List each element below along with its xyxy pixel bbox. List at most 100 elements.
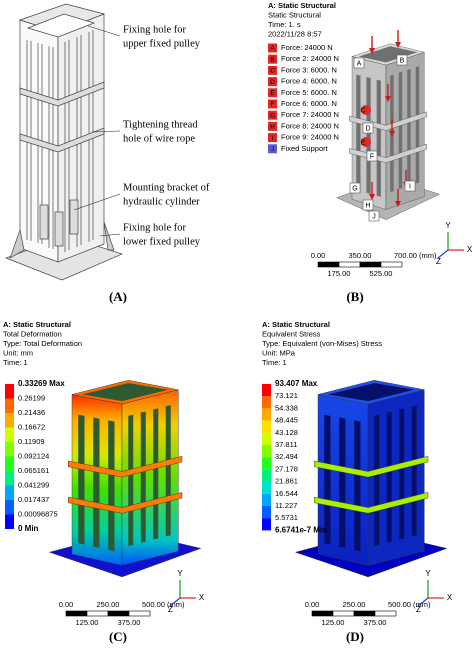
- scale-label: 125.00: [322, 618, 345, 627]
- legend-swatch: [268, 77, 277, 87]
- scale-label: 175.00: [328, 269, 351, 278]
- leader-lines: [73, 25, 121, 237]
- caption: (C): [109, 629, 127, 644]
- header-line: Time: 1: [262, 358, 287, 367]
- cross-bar: [19, 81, 105, 107]
- slot: [415, 66, 420, 184]
- legend-swatch: [268, 110, 277, 120]
- leader-line: [87, 25, 121, 37]
- callout-box: [396, 54, 408, 66]
- legend-label: 0.33269 Max: [18, 379, 65, 388]
- cross-bar: [68, 455, 183, 478]
- legend-label: 5.5731: [275, 513, 298, 522]
- legend-band: [262, 396, 271, 409]
- legend-band: [262, 420, 271, 433]
- header-line: Total Deformation: [3, 329, 62, 338]
- header-line: Unit: MPa: [262, 348, 296, 357]
- legend-label: 0.11909: [18, 437, 45, 446]
- legend-label: 6.6741e-7 Min: [275, 526, 327, 535]
- gusset: [9, 228, 25, 259]
- annotation: Mounting bracket of: [123, 182, 210, 193]
- callout-key: H: [365, 202, 370, 209]
- bracket: [39, 204, 49, 240]
- force-marker: [361, 137, 371, 147]
- axis-arrow: [417, 597, 429, 607]
- axis-label: Y: [425, 569, 431, 578]
- header-line: Type: Total Deformation: [3, 339, 82, 348]
- scale-segment: [311, 610, 334, 617]
- legend-swatch: [268, 54, 277, 64]
- scale-label: 525.00: [370, 269, 393, 278]
- legend-key: A: [270, 45, 275, 52]
- legend-band: [5, 514, 14, 529]
- legend-band: [262, 518, 271, 531]
- scale-label: 0.00: [59, 600, 74, 609]
- callout-box: [362, 122, 374, 134]
- callout-key: F: [370, 153, 374, 160]
- legend-label: 0 Min: [18, 524, 39, 533]
- legend-band: [262, 408, 271, 421]
- legend-key: F: [271, 101, 275, 108]
- arrow-head: [369, 48, 375, 54]
- legend-label: 0.041299: [18, 480, 49, 489]
- callout-key: G: [352, 185, 357, 192]
- legend-label: 0.017437: [18, 495, 49, 504]
- header-line: Time: 1: [3, 358, 28, 367]
- arrow-head: [369, 194, 375, 200]
- scale-label: 0.00: [305, 600, 320, 609]
- slot: [407, 68, 411, 187]
- legend-label: 73.121: [275, 391, 298, 400]
- legend-band: [5, 398, 14, 413]
- bracket: [69, 199, 79, 235]
- arrow-head: [385, 96, 391, 102]
- legend-label: 0.21436: [18, 408, 45, 417]
- scale-label: 500.00 (mm): [142, 600, 185, 609]
- legend-label: 0.092124: [18, 451, 49, 460]
- fe-model: [294, 380, 448, 578]
- legend-band: [5, 384, 14, 399]
- legend-swatch: [268, 88, 277, 98]
- legend-label: Force 9: 24000 N: [281, 133, 339, 142]
- annotation: Fixing hole for: [123, 222, 186, 233]
- legend-band: [5, 442, 14, 457]
- axis-label: X: [447, 593, 453, 602]
- cross-bar: [314, 455, 429, 478]
- legend-label: Force 4: 6000. N: [281, 77, 337, 86]
- legend-label: 0.00096875: [18, 509, 58, 518]
- scale-segment: [374, 610, 397, 617]
- legend-band: [262, 384, 271, 397]
- annotation: Fixing hole for: [123, 24, 186, 35]
- scale-label: 0.00: [311, 251, 326, 260]
- legend-swatch: [268, 43, 277, 53]
- scale-segment: [107, 610, 130, 617]
- slot: [366, 77, 371, 194]
- annotation: hole of wire rope: [123, 133, 195, 144]
- legend-band: [5, 485, 14, 500]
- scale-segment: [128, 610, 151, 617]
- legend-label: Fixed Support: [281, 144, 329, 153]
- scale-segment: [332, 610, 355, 617]
- legend-label: Force: 24000 N: [281, 43, 333, 52]
- legend-swatch: [268, 99, 277, 109]
- legend-label: 27.178: [275, 464, 298, 473]
- legend-label: 37.811: [275, 440, 297, 449]
- legend-key: E: [270, 90, 275, 97]
- header-line: A: Static Structural: [3, 320, 71, 329]
- legend-band: [262, 493, 271, 506]
- scale-label: 125.00: [76, 618, 99, 627]
- callout-key: C: [360, 107, 365, 114]
- legend-band: [262, 481, 271, 494]
- legend-band: [262, 445, 271, 458]
- caption: (B): [346, 289, 363, 304]
- annotation: upper fixed pulley: [123, 38, 201, 49]
- slot: [339, 417, 346, 549]
- slot: [108, 420, 115, 552]
- slot: [376, 79, 381, 197]
- legend-swatch: [268, 121, 277, 131]
- scale-segment: [317, 261, 340, 268]
- slot: [411, 405, 417, 537]
- caption: (D): [346, 629, 364, 644]
- legend-key: D: [270, 79, 275, 86]
- callout-key: D: [365, 125, 370, 132]
- legend-label: 43.128: [275, 428, 298, 437]
